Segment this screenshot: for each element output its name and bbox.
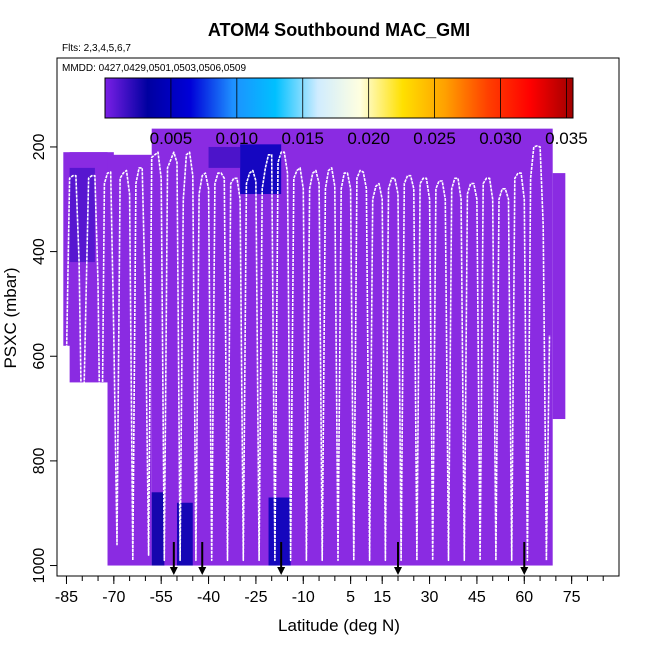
x-axis: -85 -70 -55 -40 -25 -10 5 15 30 45 60 75 (55, 576, 604, 606)
arrow-head (198, 566, 207, 575)
x-tick-label: -70 (102, 589, 125, 606)
colorbar-gradient (104, 77, 574, 119)
x-tick-label: -10 (292, 589, 315, 606)
y-tick-label: 200 (31, 134, 48, 161)
y-axis: 200 400 600 800 1000 (31, 134, 57, 584)
x-axis-label: Latitude (deg N) (278, 616, 400, 635)
arrow-head (520, 566, 529, 575)
colorbar-tick-label: 0.015 (281, 129, 324, 148)
enhanced-value-region (208, 146, 241, 168)
x-tick-label: -55 (150, 589, 173, 606)
arrow-marker (393, 541, 402, 575)
arrow-marker (169, 541, 178, 575)
x-tick-label: 45 (468, 589, 486, 606)
x-tick-label: 15 (373, 589, 391, 606)
colorbar-tick-label: 0.010 (216, 129, 259, 148)
enhanced-value-region (240, 144, 282, 195)
arrow-head (277, 566, 286, 575)
enhanced-value-region (268, 497, 291, 566)
colorbar-tick-label: 0.025 (413, 129, 456, 148)
chart-subtitle-flights: Flts: 2,3,4,5,6,7 (62, 43, 131, 54)
x-tick-label: 60 (515, 589, 533, 606)
y-tick-label: 400 (31, 238, 48, 265)
flight-track-line (65, 145, 551, 562)
colorbar: 0.005 0.010 0.015 0.020 0.025 0.030 0.035 (104, 77, 588, 148)
colorbar-tick-label: 0.030 (479, 129, 522, 148)
arrow-head (393, 566, 402, 575)
arrow-marker (277, 541, 286, 575)
arrow-marker (520, 541, 529, 575)
arrow-head (169, 566, 178, 575)
y-tick-label: 1000 (31, 548, 48, 584)
x-tick-label: 30 (421, 589, 439, 606)
colorbar-tick-label: 0.035 (545, 129, 588, 148)
x-tick-label: -40 (197, 589, 220, 606)
x-tick-label: 75 (563, 589, 581, 606)
colorbar-tick-label: 0.005 (150, 129, 193, 148)
coverage-region (552, 173, 566, 420)
y-axis-label: PSXC (mbar) (1, 267, 20, 368)
y-tick-label: 600 (31, 343, 48, 370)
x-tick-label: 5 (346, 589, 355, 606)
x-tick-label: -85 (55, 589, 78, 606)
plot-area (63, 128, 566, 575)
chart-title: ATOM4 Southbound MAC_GMI (208, 20, 470, 40)
colorbar-tick-label: 0.020 (347, 129, 390, 148)
enhanced-value-region (69, 167, 95, 263)
arrow-marker (198, 541, 207, 575)
chart-subtitle-dates: MMDD: 0427,0429,0501,0503,0506,0509 (62, 63, 246, 74)
enhanced-value-region (151, 492, 165, 566)
y-tick-label: 800 (31, 447, 48, 474)
plot-frame (56, 57, 620, 577)
x-tick-label: -25 (244, 589, 267, 606)
